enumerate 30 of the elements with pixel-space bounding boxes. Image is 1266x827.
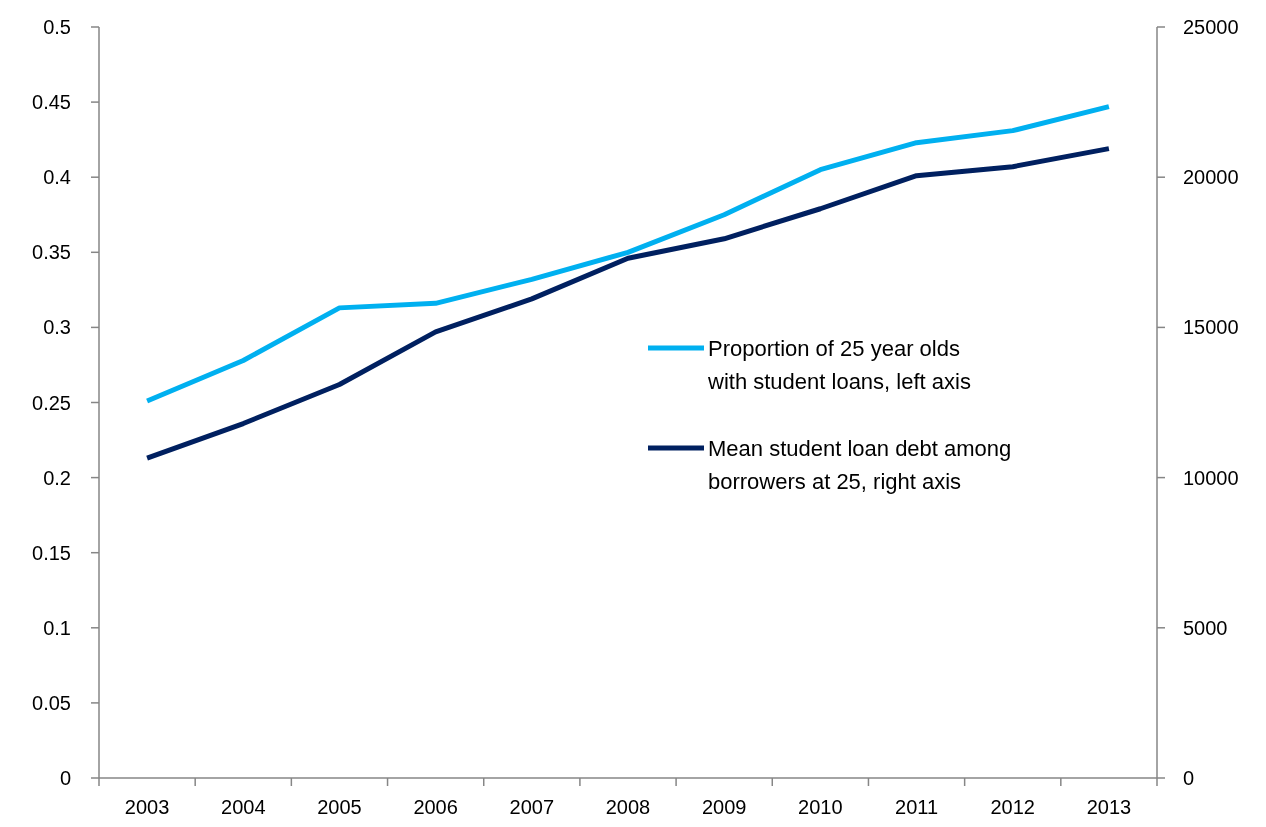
y-tick-label: 0.4 — [43, 166, 71, 189]
legend-label: Proportion of 25 year olds with student loans, left axis — [707, 335, 971, 394]
y2-tick-label: 0 — [1183, 767, 1195, 789]
y-tick-label: 0.2 — [43, 466, 71, 489]
x-tick-label: 2003 — [124, 796, 170, 818]
x-tick-label: 2013 — [1086, 796, 1132, 818]
x-tick-label: 2004 — [221, 796, 266, 818]
legend-label: Mean student loan debt among borrowers at 25, right axis — [708, 435, 1012, 494]
y2-tick-label: 25000 — [1183, 16, 1239, 38]
y-tick-label: 0 — [59, 767, 71, 789]
y2-tick-label: 15000 — [1183, 316, 1239, 339]
x-tick-label: 2012 — [990, 796, 1035, 818]
y-tick-label: 0.1 — [43, 616, 71, 639]
y-tick-label: 0.25 — [32, 391, 71, 414]
y-tick-label: 0.05 — [32, 691, 71, 714]
y-tick-label: 0.5 — [43, 16, 71, 38]
y2-tick-label: 20000 — [1183, 166, 1239, 189]
y-tick-label: 0.45 — [32, 91, 71, 114]
x-tick-label: 2007 — [509, 796, 555, 818]
x-tick-label: 2005 — [317, 796, 362, 818]
y-tick-label: 0.35 — [32, 241, 71, 264]
y2-tick-label: 5000 — [1183, 616, 1228, 639]
x-tick-label: 2010 — [798, 796, 843, 818]
x-tick-label: 2009 — [701, 796, 747, 818]
x-tick-label: 2006 — [413, 796, 458, 818]
y-tick-label: 0.3 — [43, 316, 71, 339]
y-tick-label: 0.15 — [32, 541, 71, 564]
y2-tick-label: 10000 — [1183, 466, 1239, 489]
x-tick-label: 2011 — [895, 796, 939, 818]
x-tick-label: 2008 — [605, 796, 651, 818]
